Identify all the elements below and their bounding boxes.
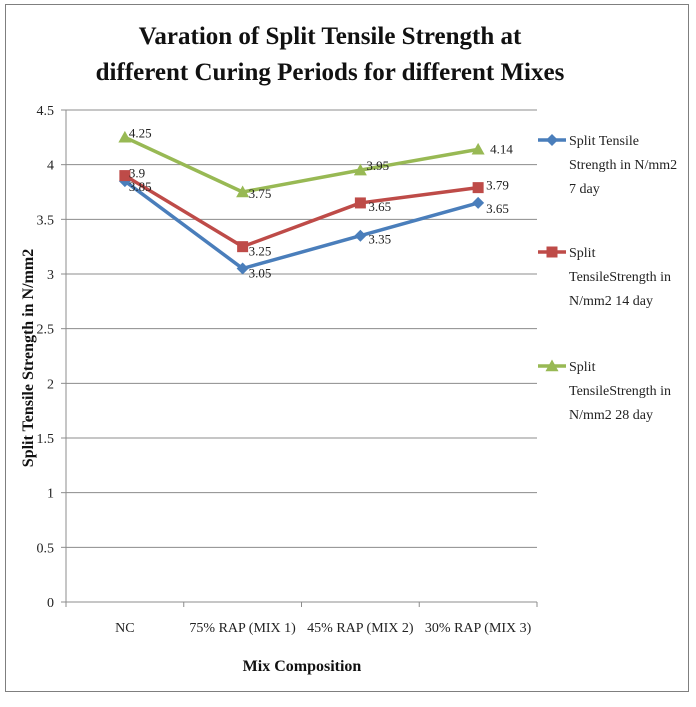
data-label-28-day: 3.75 [249,186,272,201]
data-labels: 3.85 3.05 3.35 3.65 3.9 3.25 3.65 3.79 4.25 3.75 3… [129,125,514,280]
y-tick-label: 4 [47,159,54,174]
y-tick-label: 2 [47,377,54,392]
chart-title-line-1: Varation of Split Tensile Strength at [139,23,522,50]
legend-label-28-day: Split [569,360,596,375]
data-label-7-day: 3.65 [486,201,509,216]
data-point-14-day [472,182,484,194]
y-tick-label: 0.5 [37,541,55,556]
y-tick-label: 4.5 [37,104,55,119]
data-point-14-day [119,170,131,182]
data-point-7-day [472,196,485,209]
data-label-7-day: 3.05 [249,266,272,281]
gridlines [61,109,537,603]
data-label-7-day: 3.35 [368,232,391,247]
x-tick-label: 45% RAP (MIX 2) [307,621,414,636]
legend-label-14-day: Split [569,246,596,261]
x-tick-labels: NC 75% RAP (MIX 1) 45% RAP (MIX 2) 30% RAP … [115,621,532,636]
data-point-28-day [471,142,485,155]
series-line-14-day [123,174,479,249]
data-label-14-day: 3.9 [129,166,145,181]
y-tick-label: 1.5 [37,432,55,447]
data-point-14-day [354,197,366,209]
y-tick-labels: 0 0.5 1 1.5 2 2.5 3 3.5 4 4.5 [37,104,55,611]
legend: Split Tensile Strength in N/mm2 7 day Split… [538,134,677,423]
series-line-7-day [123,179,479,271]
y-tick-label: 3 [47,268,54,283]
legend-marker-28-day [545,359,559,372]
data-label-28-day: 4.25 [129,125,152,140]
legend-label-28-day: TensileStrength in [569,384,671,399]
legend-label-7-day: Strength in N/mm2 [569,158,677,173]
x-tick-label: NC [115,621,134,636]
data-label-14-day: 3.65 [368,199,391,214]
data-label-7-day: 3.85 [129,179,152,194]
data-point-28-day [353,163,367,176]
data-point-28-day [118,130,132,143]
data-label-14-day: 3.79 [486,178,509,193]
legend-label-14-day: N/mm2 14 day [569,294,653,309]
chart-title: Varation of Split Tensile Strength at di… [96,23,565,86]
legend-marker-14-day [546,246,558,258]
y-tick-label: 0 [47,596,54,611]
data-point-7-day [354,229,367,242]
data-point-7-day [236,262,249,275]
data-label-14-day: 3.25 [249,244,272,259]
chart-title-line-2: different Curing Periods for different M… [96,59,565,86]
series-line-28-day [124,135,479,194]
legend-label-28-day: N/mm2 28 day [569,408,653,423]
legend-label-7-day: Split Tensile [569,134,639,149]
data-label-28-day: 4.14 [490,141,513,156]
x-tick-label: 75% RAP (MIX 1) [189,621,296,636]
y-tick-label: 3.5 [37,213,55,228]
legend-marker-7-day [546,134,558,146]
legend-label-14-day: TensileStrength in [569,270,671,285]
legend-label-7-day: 7 day [569,182,600,197]
chart-frame [5,4,689,692]
data-point-14-day [237,241,249,253]
x-tick-label: 30% RAP (MIX 3) [425,621,532,636]
y-tick-label: 1 [47,487,54,502]
series-layer [118,130,485,275]
axes [65,110,538,607]
y-tick-label: 2.5 [37,323,55,338]
data-label-28-day: 3.95 [366,158,389,173]
data-point-28-day [236,185,250,198]
y-axis-label: Split Tensile Strength in N/mm2 [20,249,37,467]
x-axis-label: Mix Composition [243,658,362,675]
